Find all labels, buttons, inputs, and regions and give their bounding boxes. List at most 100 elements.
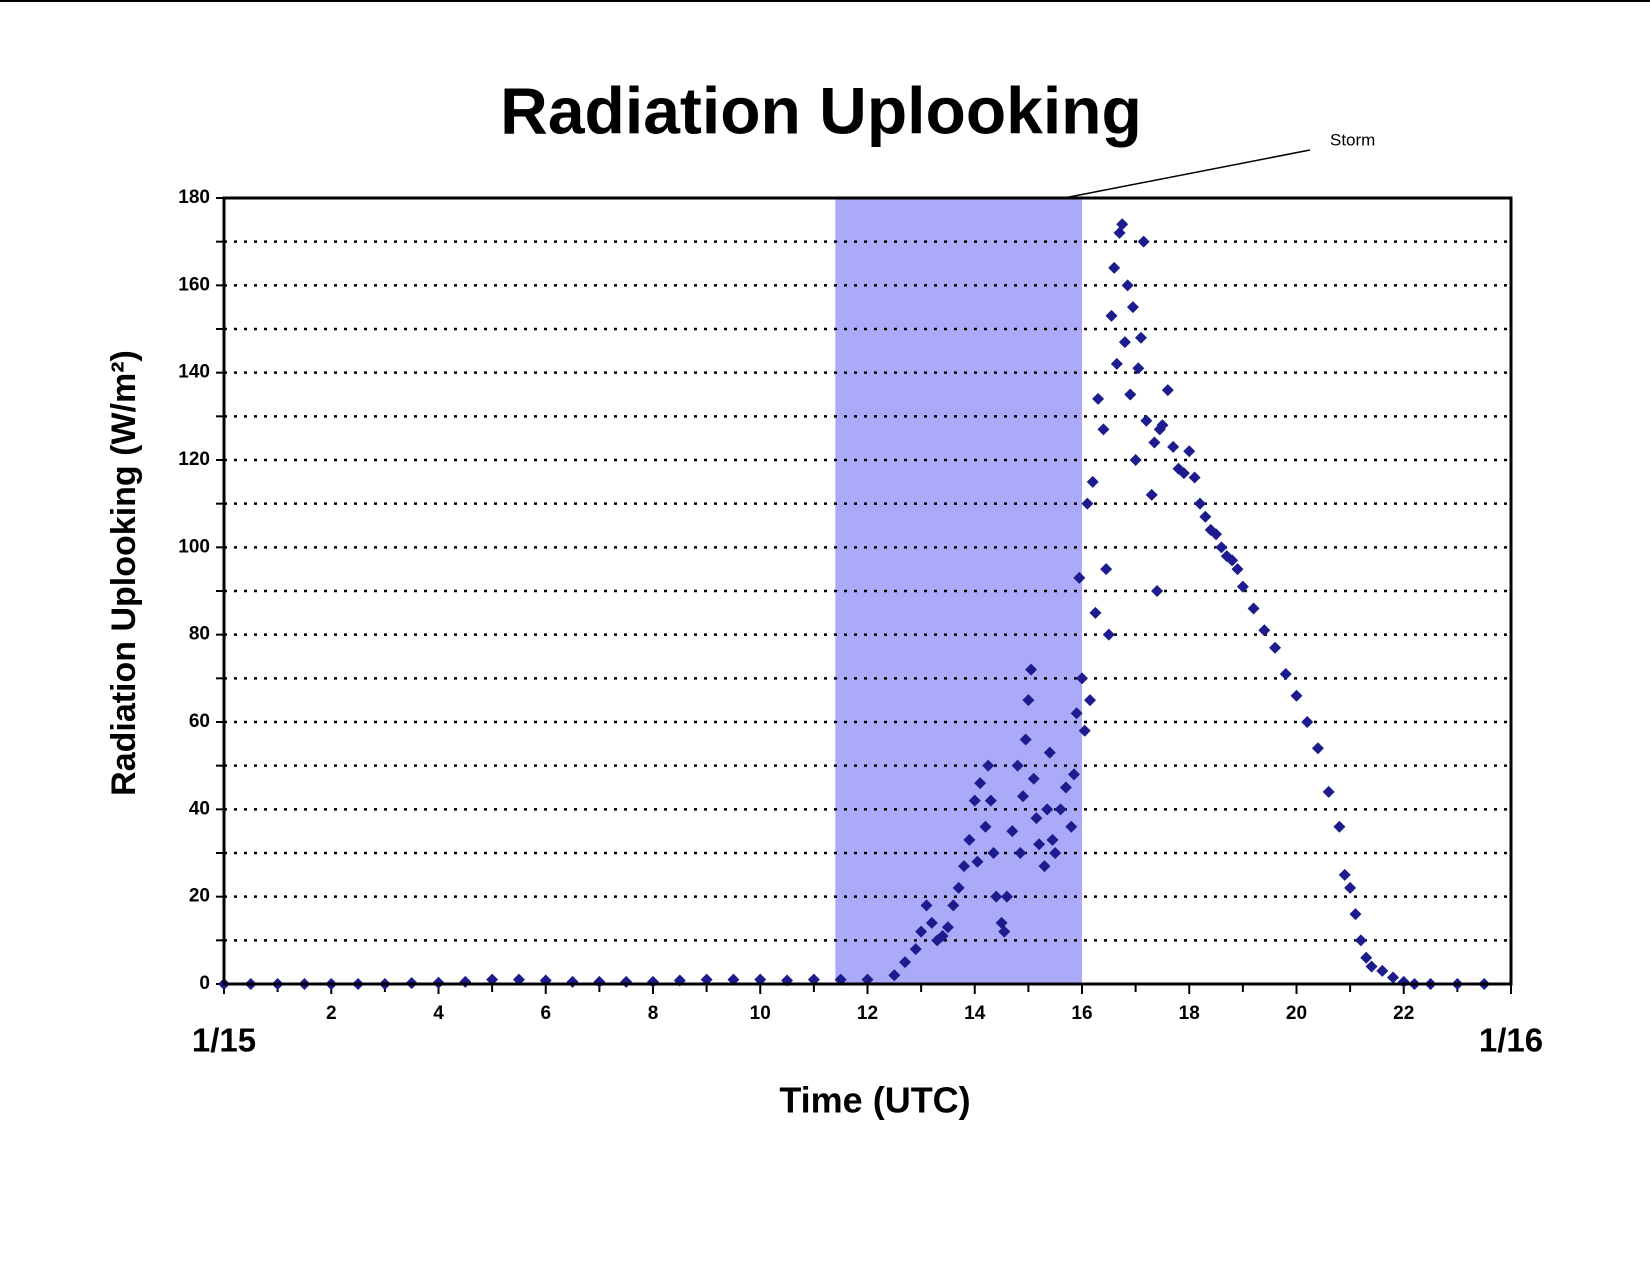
data-point (459, 975, 472, 988)
data-point (1116, 218, 1129, 231)
data-point (1397, 975, 1410, 988)
data-point (1076, 672, 1088, 685)
x-tick-label: 4 (433, 1003, 444, 1024)
data-point (1129, 454, 1142, 466)
data-point (925, 916, 938, 929)
annotation-leader (1063, 149, 1311, 199)
y-axis-label: Radiation Uplooking (W/m²) (105, 350, 143, 796)
data-point (1110, 357, 1123, 370)
data-point (1215, 541, 1228, 554)
data-point (1151, 585, 1164, 597)
data-point (1049, 847, 1062, 859)
data-point (1376, 964, 1389, 977)
data-point (1011, 759, 1024, 772)
y-tick-label: 180 (178, 187, 210, 208)
data-point (1145, 488, 1158, 501)
plot-frame (222, 196, 1513, 986)
data-point (1338, 868, 1351, 881)
data-point (998, 925, 1011, 938)
data-point (593, 975, 606, 988)
data-point (1279, 667, 1292, 680)
data-point (915, 925, 928, 938)
data-point (1161, 384, 1174, 397)
data-point (1236, 580, 1249, 593)
data-point (1070, 707, 1083, 720)
y-tick-label: 0 (199, 973, 210, 994)
data-point (1387, 971, 1400, 984)
data-point (1344, 881, 1357, 894)
data-point (1137, 235, 1150, 248)
data-point (899, 956, 912, 969)
data-point (620, 975, 633, 988)
data-point (1038, 860, 1051, 873)
data-point (1046, 833, 1059, 846)
data-point (1140, 414, 1153, 427)
data-point (1105, 309, 1118, 322)
x-tick-label: 16 (1071, 1003, 1092, 1024)
x-date-label: 1/15 (192, 1022, 256, 1059)
y-tick-label: 40 (189, 798, 210, 819)
data-point (1199, 510, 1212, 523)
data-point (909, 943, 922, 956)
data-point (1269, 641, 1282, 654)
data-point (987, 847, 1000, 859)
data-point (1084, 694, 1097, 707)
y-tick-label: 60 (189, 711, 210, 732)
data-point (1126, 301, 1139, 314)
chart-title: Radiation Uplooking (500, 73, 1142, 147)
x-tick-label: 18 (1179, 1003, 1200, 1024)
data-point (1188, 471, 1201, 484)
data-point (1226, 554, 1239, 567)
data-point (1054, 803, 1067, 816)
data-point (1247, 602, 1260, 615)
data-point (1033, 838, 1046, 851)
x-tick-label: 8 (648, 1003, 659, 1024)
data-point (995, 916, 1008, 929)
data-point (888, 969, 901, 982)
data-point (1089, 606, 1102, 619)
data-point (1290, 689, 1303, 702)
x-date-label: 1/16 (1479, 1022, 1543, 1059)
mark-layer (218, 218, 1491, 990)
data-point (1108, 261, 1121, 274)
data-point (971, 855, 984, 868)
data-point (1073, 571, 1086, 584)
data-point (1333, 820, 1346, 833)
data-point (963, 833, 976, 846)
x-axis-label: Time (UTC) (779, 1080, 970, 1121)
data-point (1121, 279, 1134, 292)
data-point (1078, 724, 1091, 737)
data-point (1148, 436, 1161, 449)
data-point (984, 794, 997, 807)
data-point (990, 890, 1003, 903)
x-tick-label: 2 (326, 1003, 337, 1024)
annotation-text: Storm (1330, 130, 1375, 149)
data-point (979, 820, 992, 833)
y-tick-label: 140 (178, 362, 210, 383)
data-point (947, 899, 960, 912)
data-point (1100, 563, 1113, 576)
data-point (1118, 336, 1131, 349)
x-tick-label: 20 (1286, 1003, 1307, 1024)
data-point (1019, 733, 1032, 746)
data-point (566, 975, 579, 988)
x-tick-label: 22 (1393, 1003, 1414, 1024)
data-point (1113, 226, 1126, 239)
data-point (1027, 772, 1040, 785)
data-point (1041, 803, 1054, 816)
data-point (1067, 768, 1080, 781)
data-point (1000, 890, 1013, 903)
data-point (1134, 331, 1147, 344)
y-tick-label: 80 (189, 624, 210, 645)
data-point (974, 777, 987, 790)
data-point (982, 759, 995, 772)
grid-layer: 0 20 40 60 80 100 120 140 160 180 1/15 2 4 6 8 10 12 14 16… (178, 187, 1543, 1059)
data-point (952, 881, 965, 894)
y-tick-label: 100 (178, 536, 210, 557)
data-point (1322, 785, 1335, 798)
data-point (1177, 467, 1190, 480)
data-point (1022, 694, 1035, 707)
data-point (1354, 934, 1367, 947)
